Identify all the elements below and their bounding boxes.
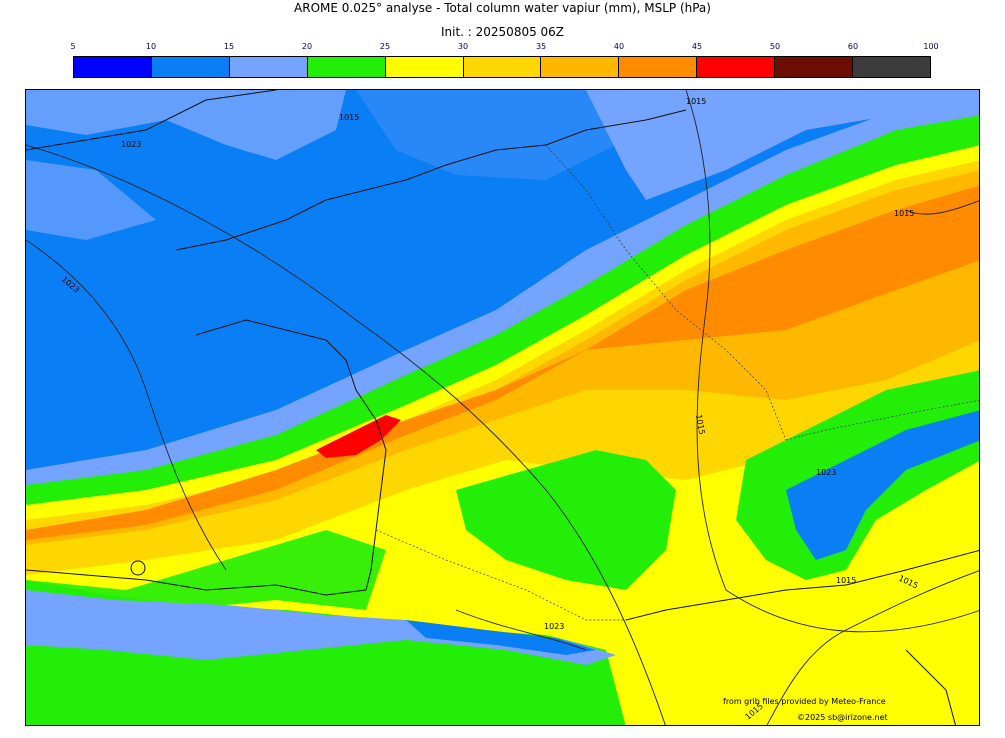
colorbar-tick: 10 <box>145 42 157 51</box>
map-marker <box>130 560 146 576</box>
colorbar-tick: 35 <box>535 42 547 51</box>
moisture-field-20-25 <box>456 450 676 590</box>
colorbar-tick: 40 <box>613 42 625 51</box>
moisture-field-15-20 <box>26 95 979 490</box>
map-panel: 1015 1015 1023 1023 1015 1015 1023 1015 … <box>25 89 980 726</box>
moisture-field-10-15 <box>786 410 979 560</box>
moisture-field-35-40 <box>26 170 979 545</box>
isobar-label: 1015 <box>694 414 706 436</box>
source-credit: from grib files provided by Meteo-France <box>723 697 886 706</box>
coastlines <box>26 90 979 725</box>
isobar-label: 1015 <box>686 97 706 106</box>
borders <box>375 144 979 621</box>
map-title: AROME 0.025° analyse - Total column wate… <box>294 1 711 15</box>
moisture-field-15-20 <box>26 90 346 160</box>
colorbar-swatch <box>619 57 698 77</box>
moisture-field-20-25 <box>26 115 979 510</box>
colorbar-tick: 25 <box>379 42 391 51</box>
isobar-label: 1023 <box>121 140 141 149</box>
isobar-label: 1015 <box>836 576 856 585</box>
colorbar-tick: 60 <box>847 42 859 51</box>
colorbar-swatch <box>541 57 620 77</box>
colorbar-tick: 15 <box>223 42 235 51</box>
colorbar-tick: 50 <box>769 42 781 51</box>
isobar-labels: 1015 1015 1023 1023 1015 1015 1023 1015 … <box>60 97 920 722</box>
colorbar-tick: 30 <box>457 42 469 51</box>
colorbar-swatch <box>463 57 542 77</box>
moisture-field-20-25 <box>26 530 386 610</box>
colorbar-tick-labels: 5 10 15 20 25 30 35 40 45 50 60 100 <box>70 42 938 54</box>
copyright-credit: ©2025 sb@irizone.net <box>797 713 888 722</box>
moisture-field-15-20 <box>26 160 156 240</box>
colorbar-swatch <box>229 57 308 77</box>
colorbar-tick: 100 <box>923 42 939 51</box>
moisture-field-15-20 <box>586 90 979 200</box>
moisture-field-10-15 <box>406 620 596 655</box>
colorbar-tick: 45 <box>691 42 703 51</box>
colorbar-swatch <box>775 57 854 77</box>
colorbar-swatch <box>74 57 152 77</box>
isobar-label: 1023 <box>544 622 564 631</box>
isobar-label: 1023 <box>816 468 836 477</box>
colorbar-swatch <box>307 57 386 77</box>
moisture-field-45-50 <box>316 415 401 458</box>
colorbar <box>73 56 931 78</box>
moisture-field-15-20 <box>356 90 626 180</box>
isobar-lines <box>26 90 979 725</box>
isobar-label: 1015 <box>894 209 914 218</box>
colorbar-tick: 20 <box>301 42 313 51</box>
colorbar-tick: 5 <box>70 42 76 51</box>
moisture-field-40-45 <box>26 185 979 540</box>
colorbar-swatch <box>151 57 230 77</box>
colorbar-swatch <box>385 57 464 77</box>
colorbar-swatch <box>853 57 930 77</box>
moisture-field-15-20 <box>26 590 616 665</box>
init-time: Init. : 20250805 06Z <box>440 25 565 39</box>
isobar-label: 1015 <box>339 113 359 122</box>
colorbar-swatch <box>697 57 776 77</box>
